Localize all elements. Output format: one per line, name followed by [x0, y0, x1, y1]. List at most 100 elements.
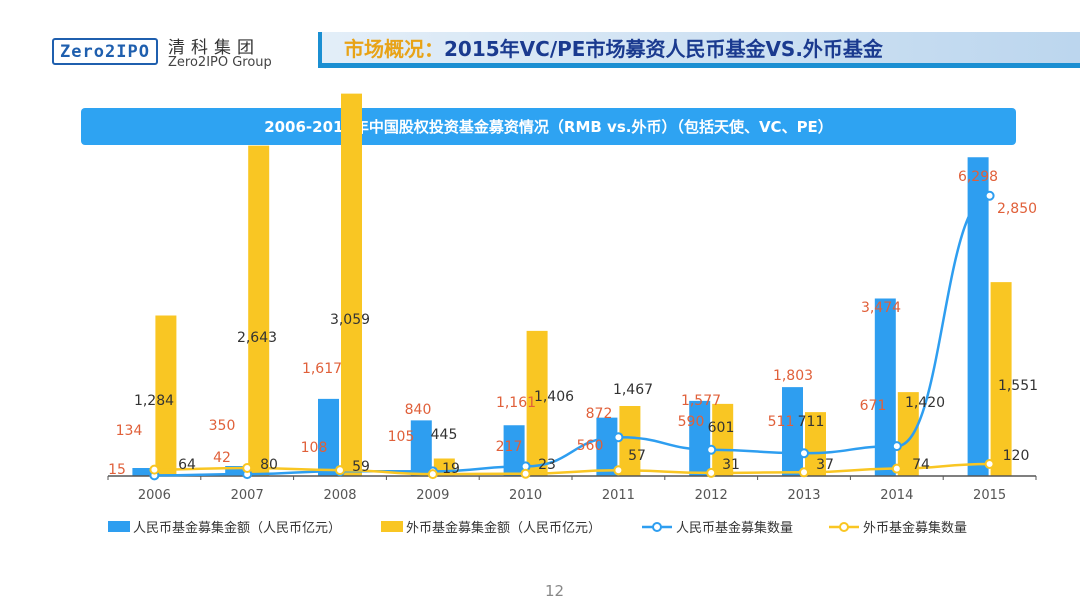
bar-rmb-2014 — [874, 298, 896, 476]
page-title-prefix: 市场概况： — [344, 37, 444, 61]
point-fx-count-2010 — [520, 468, 531, 479]
bar-rmb-2008 — [318, 398, 339, 476]
x-tick-label-2012: 2012 — [695, 488, 728, 503]
bar-rmb-2009 — [410, 420, 432, 476]
x-tick-label-2011: 2011 — [602, 488, 635, 503]
data-label-dark-2010: 23 — [538, 457, 556, 473]
data-label-red-2013: 511 — [768, 414, 795, 430]
brand-name-cn: 清科集团 — [168, 38, 260, 58]
legend-marker-rmb-count — [652, 522, 662, 532]
x-tick-label-2007: 2007 — [231, 488, 264, 503]
data-label-dark-2015: 1,551 — [998, 378, 1038, 394]
data-label-dark-2007: 2,643 — [237, 330, 277, 346]
data-label-red-2013: 1,803 — [773, 368, 813, 384]
bar-fx-2014 — [897, 392, 919, 476]
point-fx-count-2006 — [149, 464, 160, 475]
point-fx-count-2008 — [335, 465, 345, 476]
point-fx-count-2011 — [613, 465, 624, 476]
brand-name-en: Zero2IPO Group — [168, 55, 272, 70]
data-label-dark-2012: 601 — [708, 420, 735, 436]
data-label-red-2011: 872 — [586, 406, 613, 422]
bar-rmb-2010 — [503, 425, 525, 476]
point-fx-count-2009 — [427, 469, 438, 480]
bar-rmb-2007 — [225, 466, 247, 476]
data-label-red-2010: 217 — [496, 439, 523, 455]
data-label-dark-2012: 31 — [722, 457, 740, 473]
data-label-dark-2008: 59 — [352, 459, 370, 475]
bar-fx-2008 — [341, 93, 362, 476]
data-label-red-2008: 1,617 — [302, 361, 342, 377]
data-label-red-2007: 350 — [209, 418, 236, 434]
legend-label-rmb-amount: 人民币基金募集金额（人民币亿元） — [133, 520, 341, 536]
page-title: 市场概况： 2015年VC/PE市场募资人民币基金VS.外币基金 — [318, 32, 1080, 68]
data-label-dark-2011: 1,467 — [613, 382, 653, 398]
bar-fx-2007 — [248, 145, 270, 476]
data-label-dark-2008: 3,059 — [330, 312, 370, 328]
x-tick-label-2009: 2009 — [416, 488, 449, 503]
data-label-red-2008: 108 — [301, 440, 328, 456]
data-label-red-2006: 134 — [116, 423, 143, 439]
data-label-red-2012: 590 — [678, 414, 705, 430]
bar-fx-2012 — [712, 403, 734, 476]
data-label-red-2009: 105 — [388, 429, 415, 445]
data-label-dark-2015: 120 — [1003, 448, 1030, 464]
data-label-dark-2013: 37 — [816, 457, 834, 473]
point-fx-count-2007 — [242, 463, 253, 473]
data-label-dark-2006: 1,284 — [134, 393, 174, 409]
x-tick-label-2010: 2010 — [509, 488, 542, 503]
x-tick-label-2014: 2014 — [880, 488, 913, 503]
x-tick-label-2013: 2013 — [787, 488, 820, 503]
data-label-dark-2010: 1,406 — [534, 389, 574, 405]
data-label-red-2014: 671 — [860, 398, 887, 414]
data-label-dark-2014: 74 — [912, 457, 930, 473]
data-label-red-2015: 6,298 — [958, 169, 998, 185]
legend-label-rmb-count: 人民币基金募集数量 — [676, 520, 793, 536]
data-label-red-2014: 3,474 — [861, 300, 901, 316]
data-label-red-2012: 1,577 — [681, 393, 721, 409]
x-tick-label-2006: 2006 — [138, 488, 171, 503]
data-label-dark-2009: 445 — [431, 427, 458, 443]
legend-swatch-fx-amount — [381, 521, 403, 532]
bar-fx-2010 — [526, 330, 548, 476]
x-tick-label-2015: 2015 — [973, 488, 1006, 503]
data-label-dark-2007: 80 — [260, 457, 278, 473]
zero2ipo-logo: Zero2IPO — [52, 38, 158, 65]
bar-fx-2015 — [990, 282, 1012, 476]
data-label-red-2006: 15 — [108, 462, 126, 478]
bar-rmb-2015 — [967, 157, 989, 476]
data-label-dark-2014: 1,420 — [905, 395, 945, 411]
legend-label-fx-amount: 外币基金募集金额（人民币亿元） — [406, 520, 601, 536]
line-fx-count — [154, 462, 990, 476]
data-label-dark-2006: 64 — [178, 457, 196, 473]
legend-marker-fx-count — [839, 522, 849, 532]
x-tick-label-2008: 2008 — [323, 488, 356, 503]
point-fx-count-2012 — [706, 467, 717, 478]
bar-fx-2013 — [805, 412, 826, 476]
bar-rmb-2012 — [689, 400, 711, 476]
bar-fx-2006 — [155, 315, 177, 476]
data-label-dark-2009: 19 — [442, 461, 460, 477]
data-label-dark-2011: 57 — [628, 448, 646, 464]
chart-title: 2006-2015年中国股权投资基金募资情况（RMB vs.外币）（包括天使、V… — [81, 108, 1016, 145]
bar-rmb-2006 — [132, 468, 154, 476]
data-label-red-2009: 840 — [405, 402, 432, 418]
line-rmb-count — [154, 194, 990, 477]
point-rmb-count-2013 — [799, 448, 809, 459]
data-label-red-2010: 1,161 — [496, 395, 536, 411]
data-label-red-2007: 42 — [213, 450, 231, 466]
point-rmb-count-2011 — [613, 432, 624, 443]
page-number: 12 — [545, 582, 565, 600]
data-label-dark-2013: 711 — [798, 414, 825, 430]
point-rmb-count-2012 — [706, 444, 717, 455]
point-fx-count-2015 — [984, 459, 995, 469]
bar-rmb-2011 — [596, 417, 618, 476]
bar-fx-2011 — [619, 406, 641, 476]
bar-rmb-2013 — [782, 387, 803, 476]
legend-swatch-rmb-amount — [108, 521, 130, 532]
data-label-red-2015: 2,850 — [997, 201, 1037, 217]
legend-label-fx-count: 外币基金募集数量 — [863, 520, 967, 536]
point-fx-count-2014 — [891, 463, 902, 474]
point-fx-count-2013 — [799, 467, 809, 478]
page-title-main: 2015年VC/PE市场募资人民币基金VS.外币基金 — [444, 37, 883, 61]
